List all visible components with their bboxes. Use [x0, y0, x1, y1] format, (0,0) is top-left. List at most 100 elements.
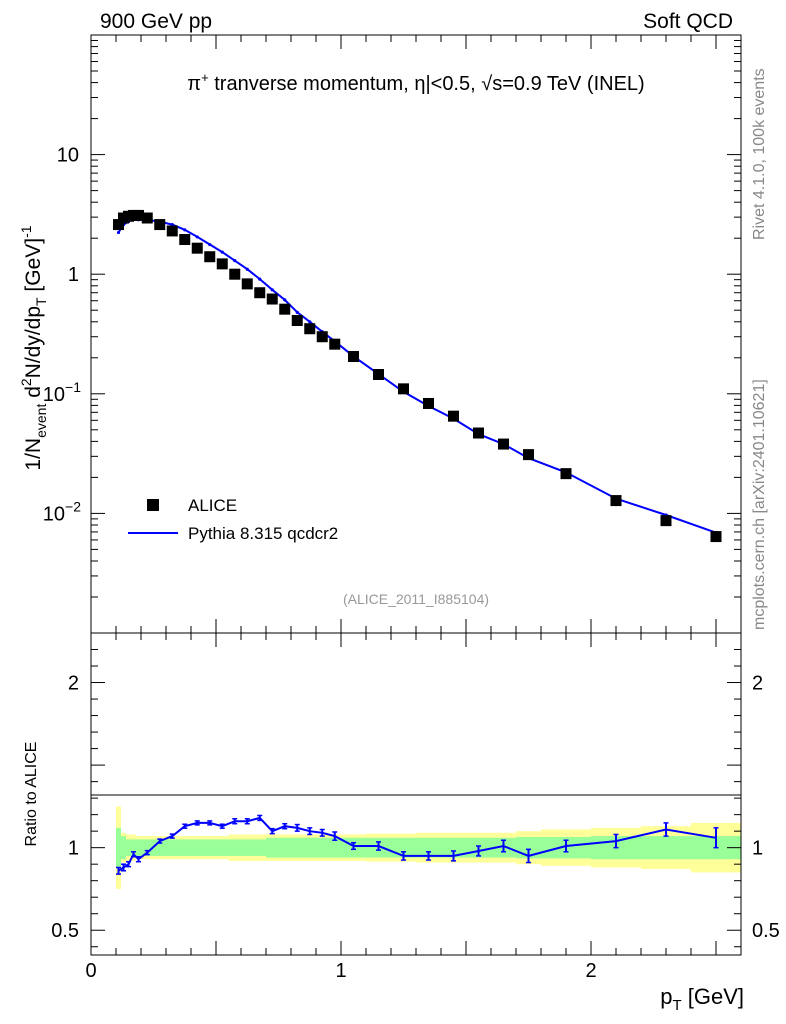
mc-point: [295, 310, 299, 314]
x-axis-label: pT [GeV]: [660, 984, 744, 1014]
ratio-y-tick-label-left: 1: [68, 838, 79, 860]
ratio-band-inner: [241, 839, 254, 856]
alice-data-point: [133, 209, 144, 221]
mc-point: [270, 288, 274, 292]
alice-data-point: [191, 242, 203, 254]
main-ticks: [90, 35, 742, 634]
mc-point: [195, 235, 199, 239]
ratio-band-inner: [116, 827, 121, 868]
mc-point: [245, 267, 249, 271]
ratio-y-tick-label-right: 2: [752, 673, 763, 695]
ratio-y-tick-label-left: 0.5: [51, 920, 79, 942]
ratio-band-inner: [641, 836, 691, 860]
legend-data-marker: [147, 499, 159, 511]
mc-point: [283, 298, 287, 302]
main-y-tick-label: 1: [68, 264, 79, 286]
ratio-band-inner: [166, 839, 179, 856]
title-text-1: tranverse momentum,: [209, 73, 415, 95]
ratio-band-inner: [126, 839, 131, 856]
mc-point: [116, 230, 121, 235]
ratio-band-inner: [136, 839, 141, 856]
ratio-y-tick-label-left: 2: [68, 673, 79, 695]
ratio-band-inner: [203, 839, 216, 856]
ratio-band-inner: [278, 837, 291, 858]
mc-point: [308, 320, 312, 324]
ratio-band-inner: [141, 839, 154, 856]
mc-point: [183, 228, 187, 232]
alice-data-point: [113, 219, 124, 231]
ratio-band-inner: [303, 837, 316, 858]
alice-data-point: [179, 234, 191, 246]
ratio-band-inner: [416, 837, 441, 858]
alice-data-point: [304, 323, 316, 335]
ratio-band-inner: [291, 837, 304, 858]
alice-data-point: [291, 315, 303, 327]
sqrt-symbol: √: [481, 73, 492, 95]
x-tick-label: 1: [335, 960, 346, 982]
ratio-band-inner: [253, 839, 266, 856]
alice-data-point: [216, 258, 228, 270]
alice-data-point: [154, 219, 166, 231]
ratio-band-inner: [266, 837, 279, 858]
charge-superscript: +: [201, 70, 209, 85]
alice-data-point: [423, 397, 434, 409]
x-tick-label: 2: [585, 960, 596, 982]
ratio-band-inner: [121, 836, 126, 860]
ratio-band-inner: [441, 837, 466, 858]
mc-point: [233, 258, 237, 263]
title-text-2: |<0.5,: [425, 73, 481, 95]
ratio-y-tick-label-right: 0.5: [752, 920, 780, 942]
alice-data-point: [710, 531, 722, 543]
ratio-ticks: [90, 633, 742, 955]
pi-symbol: π: [187, 73, 201, 95]
alice-data-point: [473, 427, 484, 439]
ratio-band-inner: [228, 839, 241, 856]
alice-data-point: [523, 449, 534, 461]
main-y-tick-label: 10−1: [43, 379, 81, 406]
main-y-tick-label: 10−2: [43, 498, 81, 525]
main-y-axis-label: 1/Nevent d2N/dy/dpT [GeV]-1: [18, 225, 49, 470]
ratio-band-inner: [216, 839, 229, 856]
main-y-tick-labels: 10 1 10−1 10−2: [43, 145, 81, 526]
energy-label: 900 GeV pp: [100, 10, 212, 33]
analysis-watermark: (ALICE_2011_I885104): [343, 591, 489, 607]
main-frame: [90, 34, 742, 634]
mc-point: [258, 277, 262, 281]
alice-data-point: [141, 212, 153, 224]
legend-data-label: ALICE: [188, 496, 237, 515]
eta-symbol: η: [414, 73, 425, 95]
ratio-data-layer: [116, 814, 719, 875]
alice-data-point: [348, 351, 359, 363]
title-text-3: s=0.9 TeV (INEL): [492, 73, 644, 95]
ratio-band-inner: [328, 837, 341, 858]
ratio-panel: 0.5 0.5 1 1 2 2 Ratio to ALICE: [23, 632, 780, 956]
alice-data-point: [498, 438, 509, 450]
x-tick-label: 0: [85, 960, 96, 982]
alice-data-point: [373, 369, 384, 381]
ratio-band-inner: [131, 839, 136, 856]
alice-data-point: [329, 338, 341, 350]
alice-data-point: [229, 268, 241, 280]
plot-title: π+ tranverse momentum, η|<0.5, √s=0.9 Te…: [187, 70, 644, 95]
mcplots-label: mcplots.cern.ch [arXiv:2401.10621]: [751, 379, 768, 630]
mc-series-line: [117, 216, 717, 534]
alice-data-point: [266, 293, 278, 305]
ratio-band-inner: [316, 837, 329, 858]
alice-data-point: [610, 495, 622, 507]
alice-data-point: [398, 383, 409, 395]
ratio-bands: [116, 806, 741, 889]
main-y-tick-label: 10: [57, 145, 79, 167]
alice-data-point: [316, 331, 328, 343]
ratio-y-axis-label: Ratio to ALICE: [23, 742, 40, 847]
main-data-layer: [113, 209, 722, 543]
alice-data-point: [204, 251, 216, 263]
alice-data-point: [279, 303, 291, 315]
alice-data-point: [241, 278, 253, 290]
mc-point: [208, 242, 212, 247]
ratio-y-tick-label-right: 1: [752, 838, 763, 860]
category-label: Soft QCD: [643, 10, 733, 33]
alice-data-point: [254, 287, 266, 299]
rivet-label: Rivet 4.1.0, 100k events: [751, 68, 768, 240]
ratio-y-tick-labels: 0.5 0.5 1 1 2 2: [51, 673, 780, 943]
